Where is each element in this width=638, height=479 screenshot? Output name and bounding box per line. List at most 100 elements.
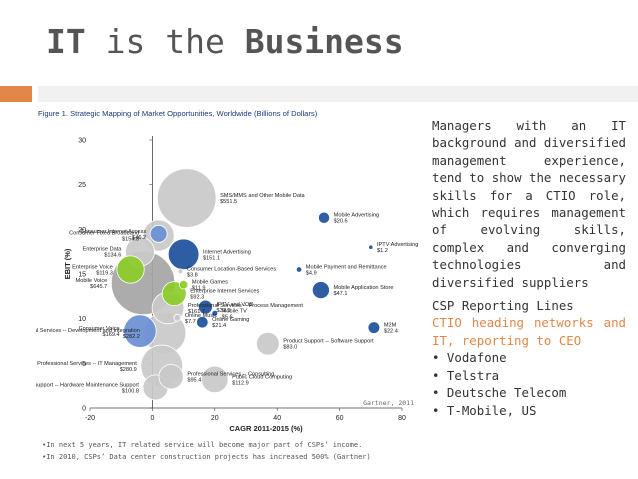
- bubble-point: [368, 244, 374, 250]
- x-axis-label: CAGR 2011-2015 (%): [229, 424, 303, 433]
- x-tick-label: 60: [336, 415, 344, 422]
- bubble-label: Professional Services -- Consulting $95.4: [187, 372, 274, 384]
- bubble-label: Mobile TV $5.6: [222, 308, 247, 320]
- bubble-point: [173, 313, 182, 322]
- bubble-label-value: $151.1: [203, 255, 220, 261]
- bubble-point: [116, 255, 145, 284]
- bubble-point: [158, 364, 184, 390]
- reporting-lines-heading: CSP Reporting Lines: [432, 298, 574, 314]
- bubble-label-name: Professional Services -- Development and…: [36, 328, 140, 334]
- bubble-label-name: Consumer Fixed Broadband: [69, 231, 139, 237]
- x-tick-label: 40: [273, 415, 281, 422]
- bubble-label: Enterprise Voice $119.3: [72, 265, 113, 277]
- right-text-column: Managers with an IT background and diver…: [432, 117, 626, 419]
- bubble-point: [177, 268, 184, 275]
- bubble-label-name: Online Gaming: [212, 317, 249, 323]
- bubble-label: IPTV Advertising $1.2: [377, 242, 418, 254]
- bubble-label-value: $21.4: [212, 323, 226, 329]
- y-tick-label: 20: [78, 227, 86, 234]
- bubble-point: [201, 365, 229, 394]
- bubble-point: [367, 321, 381, 334]
- bubble-label: Mobile Application Store $47.1: [333, 285, 393, 297]
- bubble-label: Professional Services -- Development and…: [36, 328, 140, 340]
- bubble-label: Enterprise Internet Services $92.3: [190, 289, 259, 301]
- bubble-label-name: Professional Services -- Consulting: [187, 372, 274, 378]
- bubble-label-name: Mobile Advertising: [334, 213, 379, 219]
- bubble-label-value: $100.8: [122, 388, 139, 394]
- bubble-point: [311, 281, 330, 300]
- title-bold-it: IT: [46, 22, 86, 61]
- operator-item: Vodafone: [432, 349, 626, 366]
- chart-marks: SMS/MMS and Other Mobile Data $551.5 Consu…: [36, 168, 418, 401]
- ctio-statement: CTIO heading networks and IT, reporting …: [432, 315, 626, 348]
- operator-list: Vodafone Telstra Deutsche Telecom T-Mobi…: [432, 349, 626, 419]
- bubble-label-name: Consumer Voice: [79, 326, 120, 332]
- bubble-label-name: IPTV and VOD: [216, 302, 253, 308]
- bubble-label-name: IPTV Advertising: [377, 242, 418, 248]
- bubble-label-value: $645.7: [90, 284, 107, 290]
- bubble-label-value: $169.4: [103, 332, 120, 338]
- bubble-label: Public Cloud Computing $112.9: [232, 374, 292, 386]
- cto-paragraph: Managers with an IT background and diver…: [432, 118, 626, 290]
- bubble-point: [256, 331, 280, 356]
- bubble-point: [123, 314, 157, 348]
- bubble-label-name: Consumer Location-Based Services: [187, 266, 276, 272]
- title-rule: [38, 86, 638, 102]
- bubble-label: Online Music $7.7: [185, 313, 218, 325]
- bubble-label-name: Mobile Payment and Remittance: [306, 265, 387, 271]
- title-bold-business: Business: [244, 22, 404, 61]
- footnote-2: •In 2010, CSPs’ Data center construction…: [42, 453, 371, 461]
- bubble-point: [167, 238, 200, 271]
- bubble-label: Internet Advertising $151.1: [203, 249, 251, 261]
- bubble-label: Online Gaming $21.4: [212, 317, 249, 329]
- slide-title: IT is the Business: [46, 22, 404, 61]
- y-tick-label: 0: [82, 406, 86, 413]
- bubble-label-name: M2M: [384, 323, 397, 329]
- bubble-point: [149, 224, 168, 243]
- bubble-label-name: Mobile Games: [192, 280, 228, 286]
- bubble-point: [156, 168, 217, 228]
- operator-item: T-Mobile, US: [432, 402, 626, 419]
- bubble-point: [198, 299, 213, 315]
- bubble-label: M2M $22.4: [384, 323, 398, 335]
- market-opportunity-figure: Figure 1. Strategic Mapping of Market Op…: [36, 109, 418, 433]
- bubble-label: Consumer Internet Access $46.2: [81, 229, 147, 241]
- y-axis-label: EBIT (%): [63, 248, 72, 279]
- x-tick-label: -20: [85, 415, 95, 422]
- bubble-label-value: $119.3: [96, 271, 113, 277]
- bubble-label-value: $154.8: [122, 237, 139, 243]
- bubble-point: [211, 309, 219, 317]
- bubble-label-value: $5.6: [222, 314, 233, 320]
- chart-axes: 0 5 10 15 20 25 30 -20 0 20 40 60 80 CAGR 2011-2015 (…: [63, 136, 406, 433]
- bubble-label: Consumer Voice $169.4: [79, 326, 120, 338]
- bubble-label-name: Public Cloud Computing: [232, 374, 292, 380]
- bubble-label-value: $161.7: [188, 309, 205, 315]
- bubble-label-value: $95.4: [187, 378, 201, 384]
- bubble-label-name: Mobile TV: [222, 308, 247, 314]
- bubble-label: Professional Services -- Process Managem…: [188, 303, 303, 315]
- bubble-label-value: $11.9: [192, 286, 206, 292]
- bubble-label-value: $46.2: [132, 235, 146, 241]
- bubble-label: Consumer Location-Based Services $3.8: [187, 266, 276, 278]
- bubble-label: Mobile Voice $645.7: [76, 278, 108, 290]
- bubble-label-value: $280.9: [120, 367, 137, 373]
- bubble-label-name: Online Music: [185, 313, 218, 319]
- bubble-label: Mobile Payment and Remittance $4.9: [306, 265, 387, 277]
- bubble-label-value: $551.5: [220, 199, 237, 205]
- bubble-label-name: Enterprise Voice: [72, 265, 113, 271]
- bubble-label: Mobile Advertising $20.6: [334, 213, 379, 225]
- bubble-label-name: Product Support -- Software Support: [283, 339, 374, 345]
- bubble-label-name: Enterprise Internet Services: [190, 289, 259, 295]
- bubble-label: Mobile Games $11.9: [192, 280, 228, 292]
- bubble-label-value: $47.1: [333, 291, 347, 297]
- bubble-label: Enterprise Data $134.6: [83, 247, 123, 259]
- y-tick-label: 30: [78, 138, 86, 145]
- bubble-label-name: Internet Advertising: [203, 249, 251, 255]
- bubble-label-value: $1.2: [377, 248, 388, 254]
- bubble-label-name: SMS/MMS and Other Mobile Data: [220, 193, 305, 199]
- figure-caption: Figure 1. Strategic Mapping of Market Op…: [38, 109, 318, 118]
- bubble-label-value: $83.0: [283, 345, 297, 351]
- operator-item: Deutsche Telecom: [432, 384, 626, 401]
- bubble-label: SMS/MMS and Other Mobile Data $551.5: [220, 193, 305, 205]
